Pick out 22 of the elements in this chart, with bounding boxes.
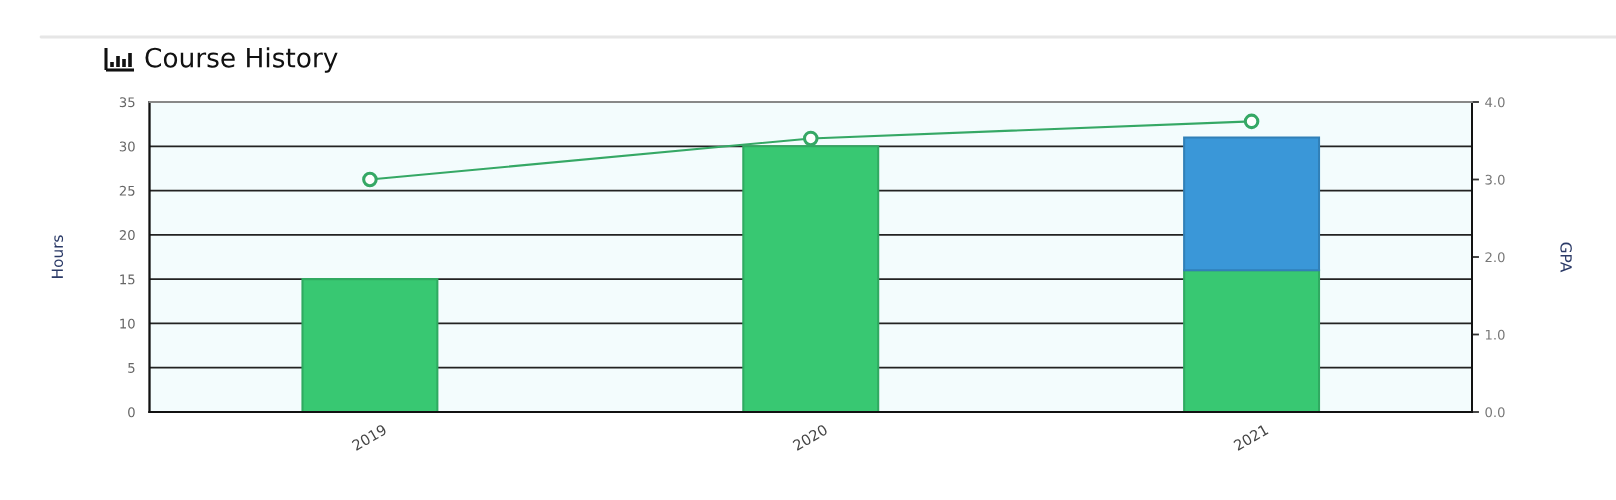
chart-title: Course History [145, 47, 338, 73]
bar [1183, 136, 1321, 272]
y-tick-label: 5 [128, 363, 135, 373]
point [362, 171, 378, 188]
y2-tick-label: 1.0 [1485, 329, 1505, 340]
bar [301, 278, 439, 412]
y-tick-label: 20 [119, 230, 135, 241]
y-tick-label: 10 [120, 318, 135, 329]
y2-axis-title: GPA [1560, 242, 1572, 273]
bar [1183, 269, 1321, 412]
y-tick-label: 30 [119, 141, 135, 152]
y2-tick-label: 0.0 [1485, 407, 1505, 418]
y2-tick-label: 3.0 [1485, 174, 1505, 185]
y2-tick-label: 2.0 [1485, 252, 1505, 263]
y-tick-label: 25 [119, 185, 135, 196]
point [1243, 113, 1260, 130]
y-tick-label: 15 [120, 274, 135, 285]
y-tick-label: 35 [119, 97, 135, 108]
y-tick-label: 0 [128, 407, 135, 418]
point [802, 130, 819, 147]
y2-tick-label: 4.0 [1485, 97, 1505, 108]
y-axis-title: Hours [51, 235, 64, 278]
